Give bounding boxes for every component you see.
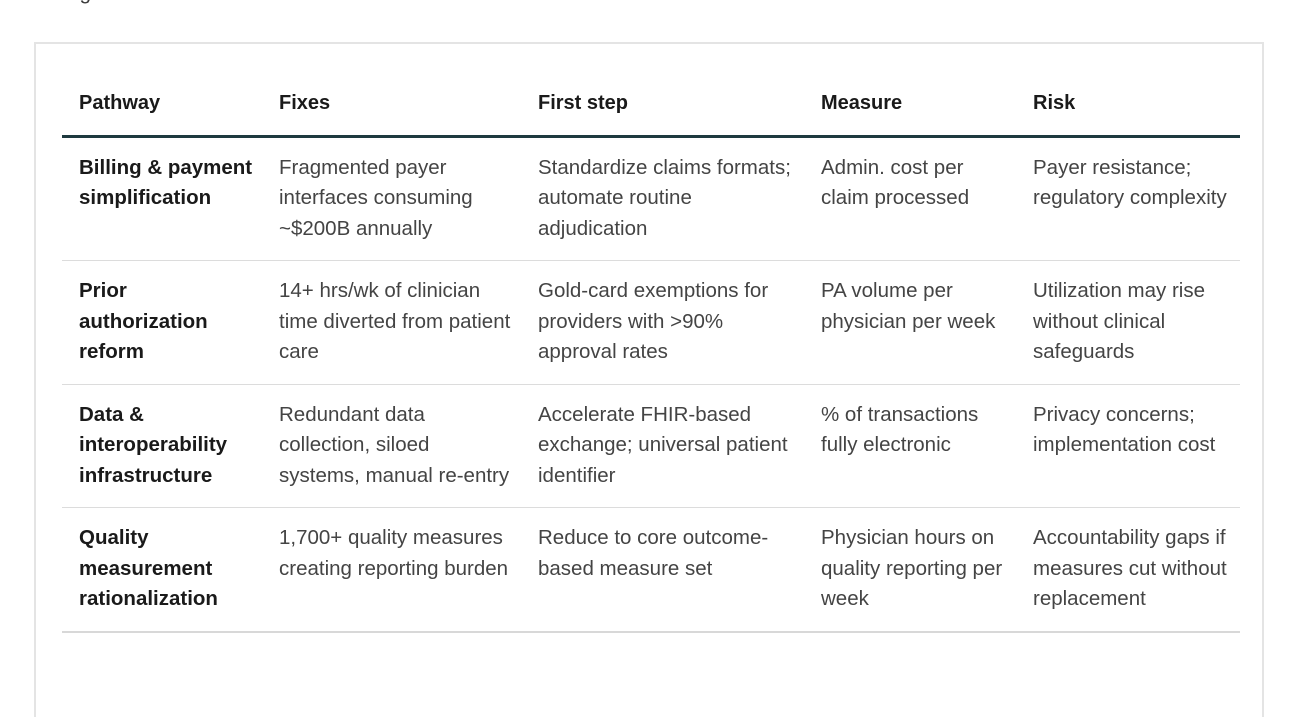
header-fixes: Fixes (262, 82, 521, 138)
pathway-cell: Prior authorization reform (62, 260, 262, 385)
intro-text-fragment: wrong. (34, 0, 97, 8)
table-row: Data & interoperability infrastructure R… (62, 384, 1240, 508)
risk-cell: Privacy concerns; implementation cost (1016, 384, 1240, 508)
risk-cell: Payer resistance; regulatory complexity (1016, 136, 1240, 261)
pathway-cell: Billing & payment simplification (62, 136, 262, 261)
first-step-cell: Standardize claims formats; automate rou… (521, 136, 804, 261)
measure-cell: PA volume per physician per week (804, 260, 1016, 385)
risk-cell: Utilization may rise without clinical sa… (1016, 260, 1240, 385)
risk-cell: Accountability gaps if measures cut with… (1016, 507, 1240, 633)
fixes-cell: Redundant data collection, siloed system… (262, 384, 521, 508)
first-step-cell: Reduce to core outcome-based measure set (521, 507, 804, 633)
fixes-cell: 14+ hrs/wk of clinician time diverted fr… (262, 260, 521, 385)
header-pathway: Pathway (62, 82, 262, 138)
header-risk: Risk (1016, 82, 1240, 138)
measure-cell: % of transactions fully electronic (804, 384, 1016, 508)
fixes-cell: Fragmented payer interfaces consuming ~$… (262, 136, 521, 261)
pathway-cell: Quality measurement rationalization (62, 507, 262, 633)
first-step-cell: Gold-card exemptions for providers with … (521, 260, 804, 385)
table-row: Prior authorization reform 14+ hrs/wk of… (62, 260, 1240, 385)
table-header-row: Pathway Fixes First step Measure Risk (62, 82, 1240, 138)
first-step-cell: Accelerate FHIR-based exchange; universa… (521, 384, 804, 508)
header-first-step: First step (521, 82, 804, 138)
table-row: Quality measurement rationalization 1,70… (62, 507, 1240, 633)
header-measure: Measure (804, 82, 1016, 138)
pathway-cell: Data & interoperability infrastructure (62, 384, 262, 508)
table-row: Billing & payment simplification Fragmen… (62, 136, 1240, 261)
fixes-cell: 1,700+ quality measures creating reporti… (262, 507, 521, 633)
measure-cell: Admin. cost per claim processed (804, 136, 1016, 261)
pathways-table-card: Pathway Fixes First step Measure Risk Bi… (34, 42, 1264, 717)
pathways-table: Pathway Fixes First step Measure Risk Bi… (62, 82, 1240, 633)
measure-cell: Physician hours on quality reporting per… (804, 507, 1016, 633)
